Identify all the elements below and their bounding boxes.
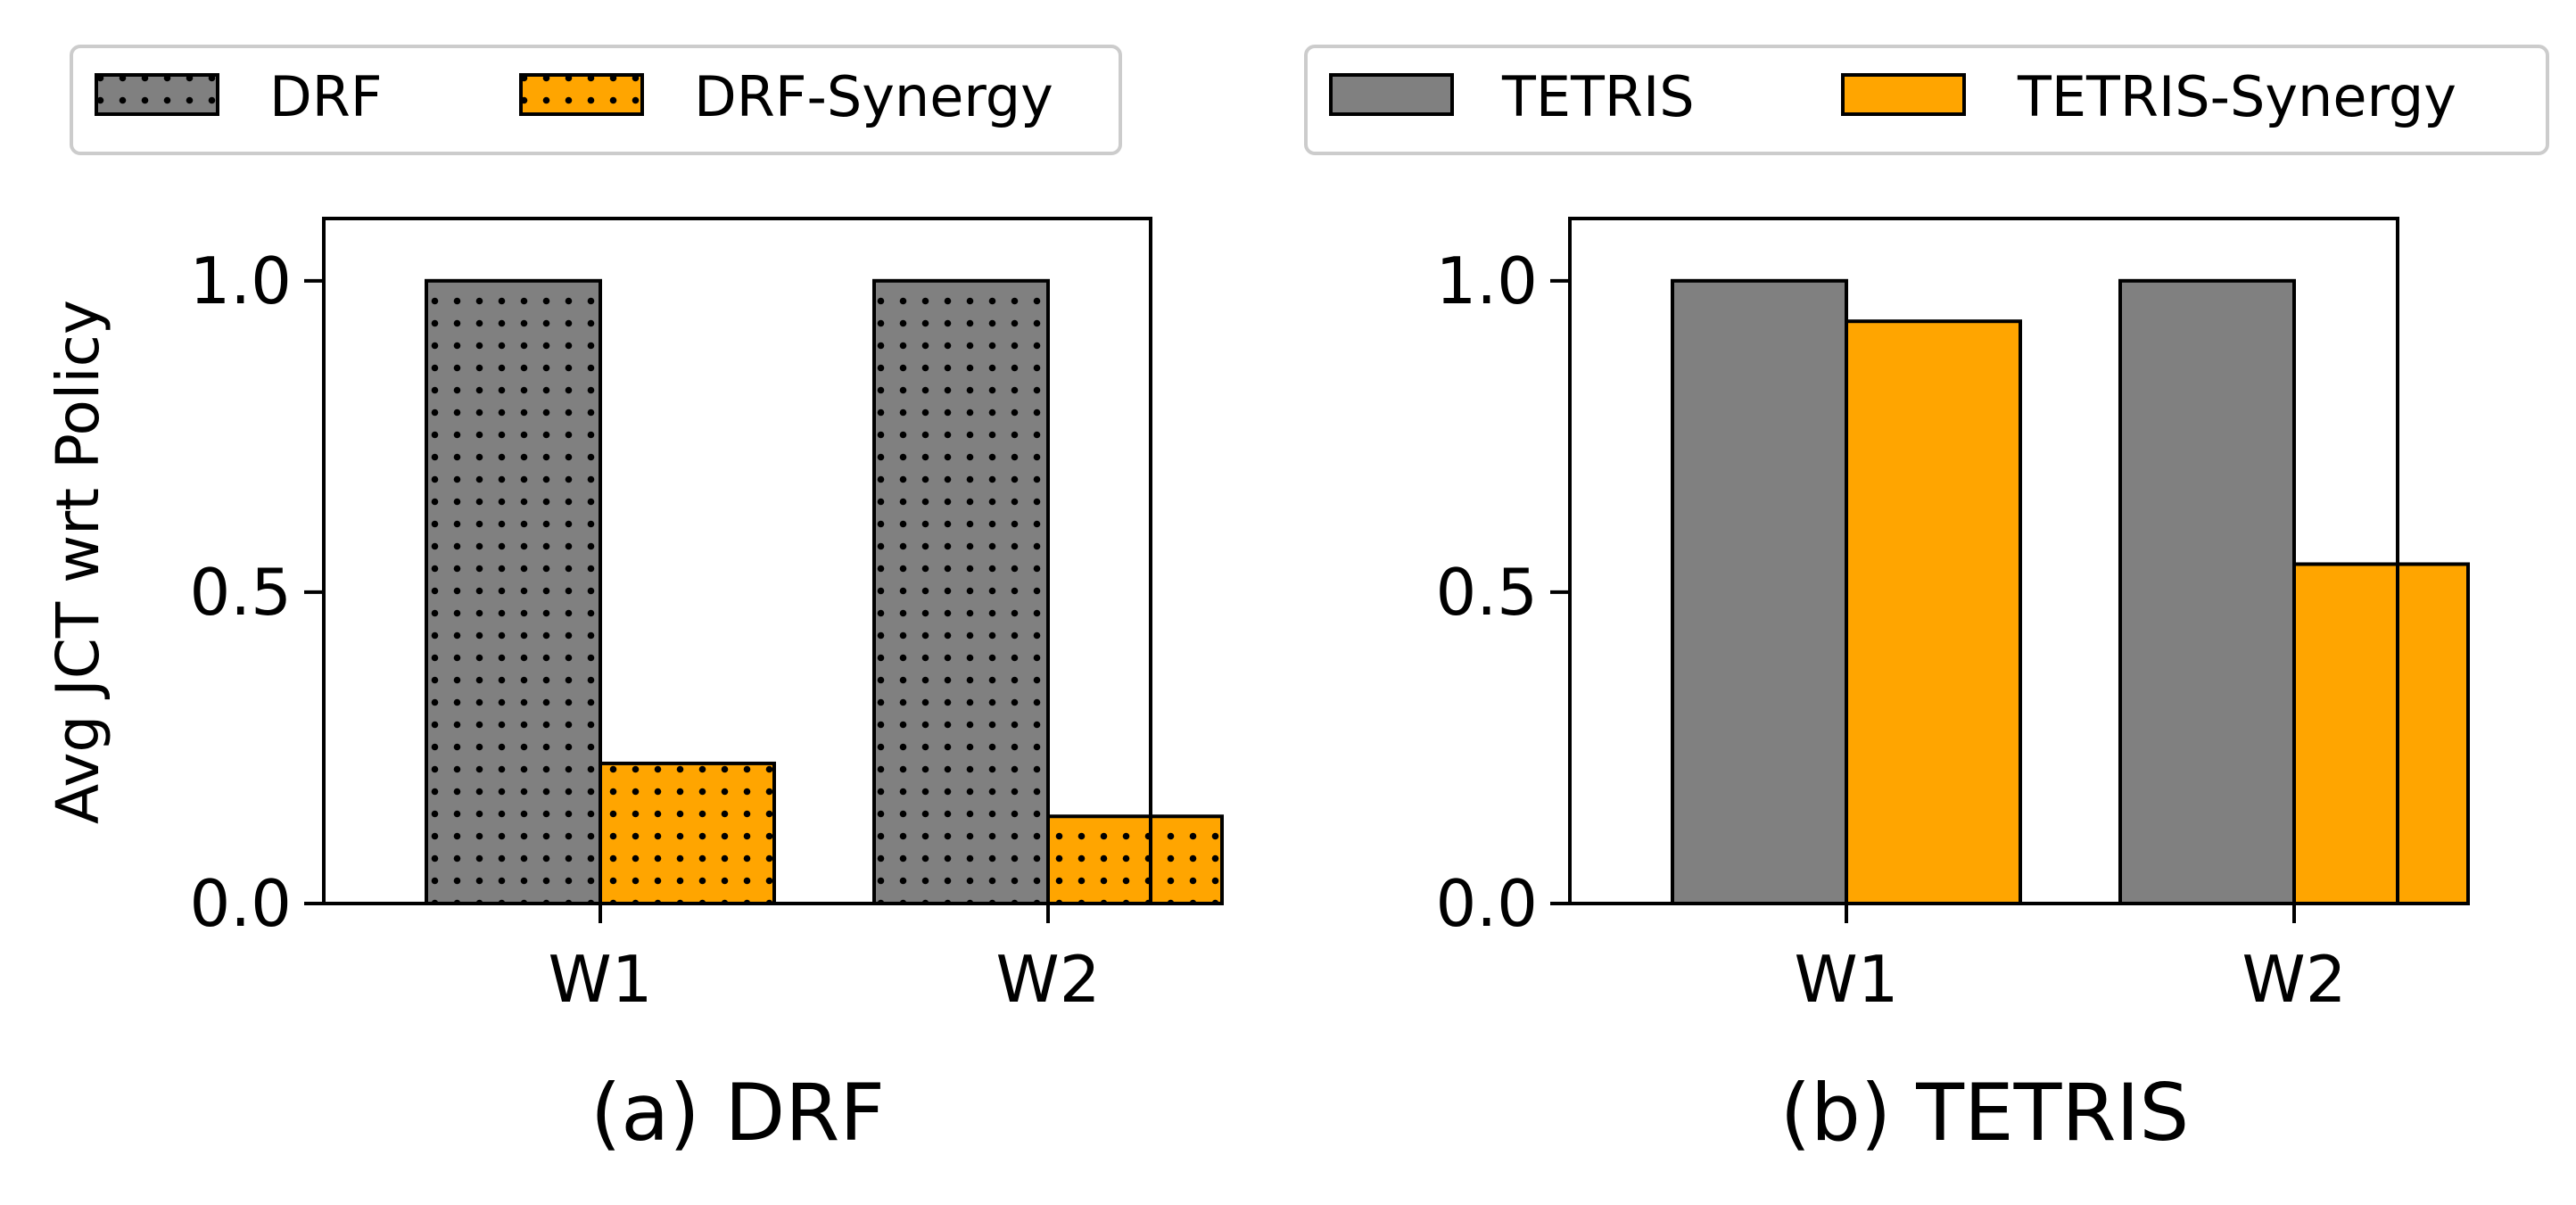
bar-drf-synergy-w2 — [1046, 814, 1224, 905]
panel-drf: W1 W2 0.0 0.5 1.0 — [189, 217, 1224, 1017]
legend-swatch-tetris-synergy — [1841, 73, 1966, 116]
legend-label-drf: DRF — [269, 64, 382, 129]
y-tick-label: 0.0 — [189, 866, 292, 941]
legend-drf-panel: DRF DRF-Synergy — [70, 45, 1122, 155]
bar-tetris-w2 — [2118, 278, 2296, 905]
bar-tetris-synergy-w1 — [1845, 319, 2022, 905]
x-tick-label: W2 — [2242, 942, 2347, 1017]
bar-tetris-w1 — [1671, 278, 1848, 905]
plot-frame — [322, 217, 1152, 905]
legend-label-drf-synergy: DRF-Synergy — [694, 64, 1053, 129]
legend-label-tetris: TETRIS — [1501, 64, 1695, 129]
y-axis-label: Avg JCT wrt Policy — [44, 300, 112, 824]
y-tick-label: 0.5 — [1435, 555, 1538, 630]
y-tick-label: 0.0 — [1435, 866, 1538, 941]
x-tick-label: W1 — [549, 942, 653, 1017]
y-tick-label: 1.0 — [1435, 243, 1538, 318]
y-tick-label: 0.5 — [189, 555, 292, 630]
legend-label-tetris-synergy: TETRIS-Synergy — [2017, 64, 2456, 129]
legend-swatch-tetris — [1329, 73, 1454, 116]
legend-swatch-drf — [95, 73, 219, 116]
legend-swatch-drf-synergy — [519, 73, 644, 116]
bar-drf-synergy-w1 — [599, 761, 776, 906]
caption-tetris: (b) TETRIS — [1780, 1067, 2190, 1159]
bar-drf-w2 — [872, 278, 1050, 905]
plot-frame — [1568, 217, 2399, 905]
caption-drf: (a) DRF — [590, 1067, 885, 1159]
bar-tetris-synergy-w2 — [2292, 562, 2470, 905]
panel-tetris: W1 W2 0.0 0.5 1.0 — [1435, 217, 2470, 1017]
x-tick-label: W2 — [996, 942, 1101, 1017]
bar-drf-w1 — [425, 278, 602, 905]
legend-tetris-panel: TETRIS TETRIS-Synergy — [1304, 45, 2549, 155]
y-tick-label: 1.0 — [189, 243, 292, 318]
x-tick-label: W1 — [1795, 942, 1899, 1017]
